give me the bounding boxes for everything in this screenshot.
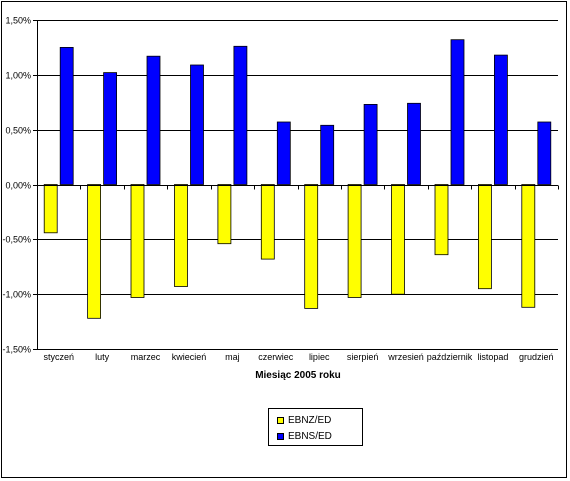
x-axis-title: Miesiąc 2005 roku [255,370,341,381]
bar-ebns [537,121,552,185]
bar-ebns [103,72,117,185]
legend-item-ebns: EBNS/ED [277,430,332,442]
y-tick-label: 0,00% [5,181,31,191]
x-tick-label: luty [95,352,110,362]
bar-ebnz [434,184,449,256]
axes [33,20,559,350]
y-tick-label: 1,50% [5,16,31,26]
y-tick-label: -0,50% [2,235,31,245]
x-tick-label: listopad [477,352,508,362]
x-tick-label: kwiecień [172,352,207,362]
bar-ebns [59,47,74,185]
bar-chart: 1,50% 1,00% 0,50% 0,00% -0,50% -1,00% -1,50% st… [2,16,559,381]
bar-ebns [276,121,291,185]
bar-ebns [320,124,335,185]
x-tick-label: marzec [131,352,161,362]
y-tick-label: 0,50% [5,126,31,136]
legend-swatch-ebnz [277,416,284,424]
x-tick-label: sierpień [347,352,379,362]
bar-ebnz [304,184,319,309]
x-tick-label: styczeń [43,352,74,362]
bar-ebns [363,104,378,185]
x-tick-label: maj [225,352,240,362]
x-tick-label: lipiec [309,352,330,362]
legend-label-ebns: EBNS/ED [288,430,332,442]
bar-ebns [450,39,465,185]
legend-label-ebnz: EBNZ/ED [288,414,332,426]
gridlines [37,20,558,350]
x-tick-label: październik [427,352,473,362]
bar-ebnz [391,184,405,295]
legend-swatch-ebns [277,432,284,440]
bar-ebnz [43,184,58,234]
bar-ebns [407,102,421,185]
bar-ebns [190,64,204,185]
bar-ebnz [347,184,362,298]
bar-ebnz [174,184,188,287]
legend-item-ebnz: EBNZ/ED [277,414,331,426]
x-tick-label: grudzień [519,352,554,362]
bar-ebns [233,45,248,185]
x-tick-label: wrzesień [387,352,424,362]
bar-ebnz [217,184,232,245]
bar-ebnz [477,184,492,290]
bars [43,39,552,319]
bar-ebnz [260,184,275,260]
y-tick-label: -1,00% [2,290,31,300]
bar-ebnz [130,184,145,298]
bar-ebns [493,54,508,185]
legend: EBNZ/ED EBNS/ED [268,408,363,446]
bar-ebnz [521,184,536,308]
labels: 1,50% 1,00% 0,50% 0,00% -0,50% -1,00% -1,50% st… [2,16,553,363]
bar-ebnz [87,184,101,319]
bar-ebns [146,55,161,185]
x-tick-label: czerwiec [258,352,294,362]
y-tick-label: -1,50% [2,345,31,355]
y-tick-label: 1,00% [5,71,31,81]
